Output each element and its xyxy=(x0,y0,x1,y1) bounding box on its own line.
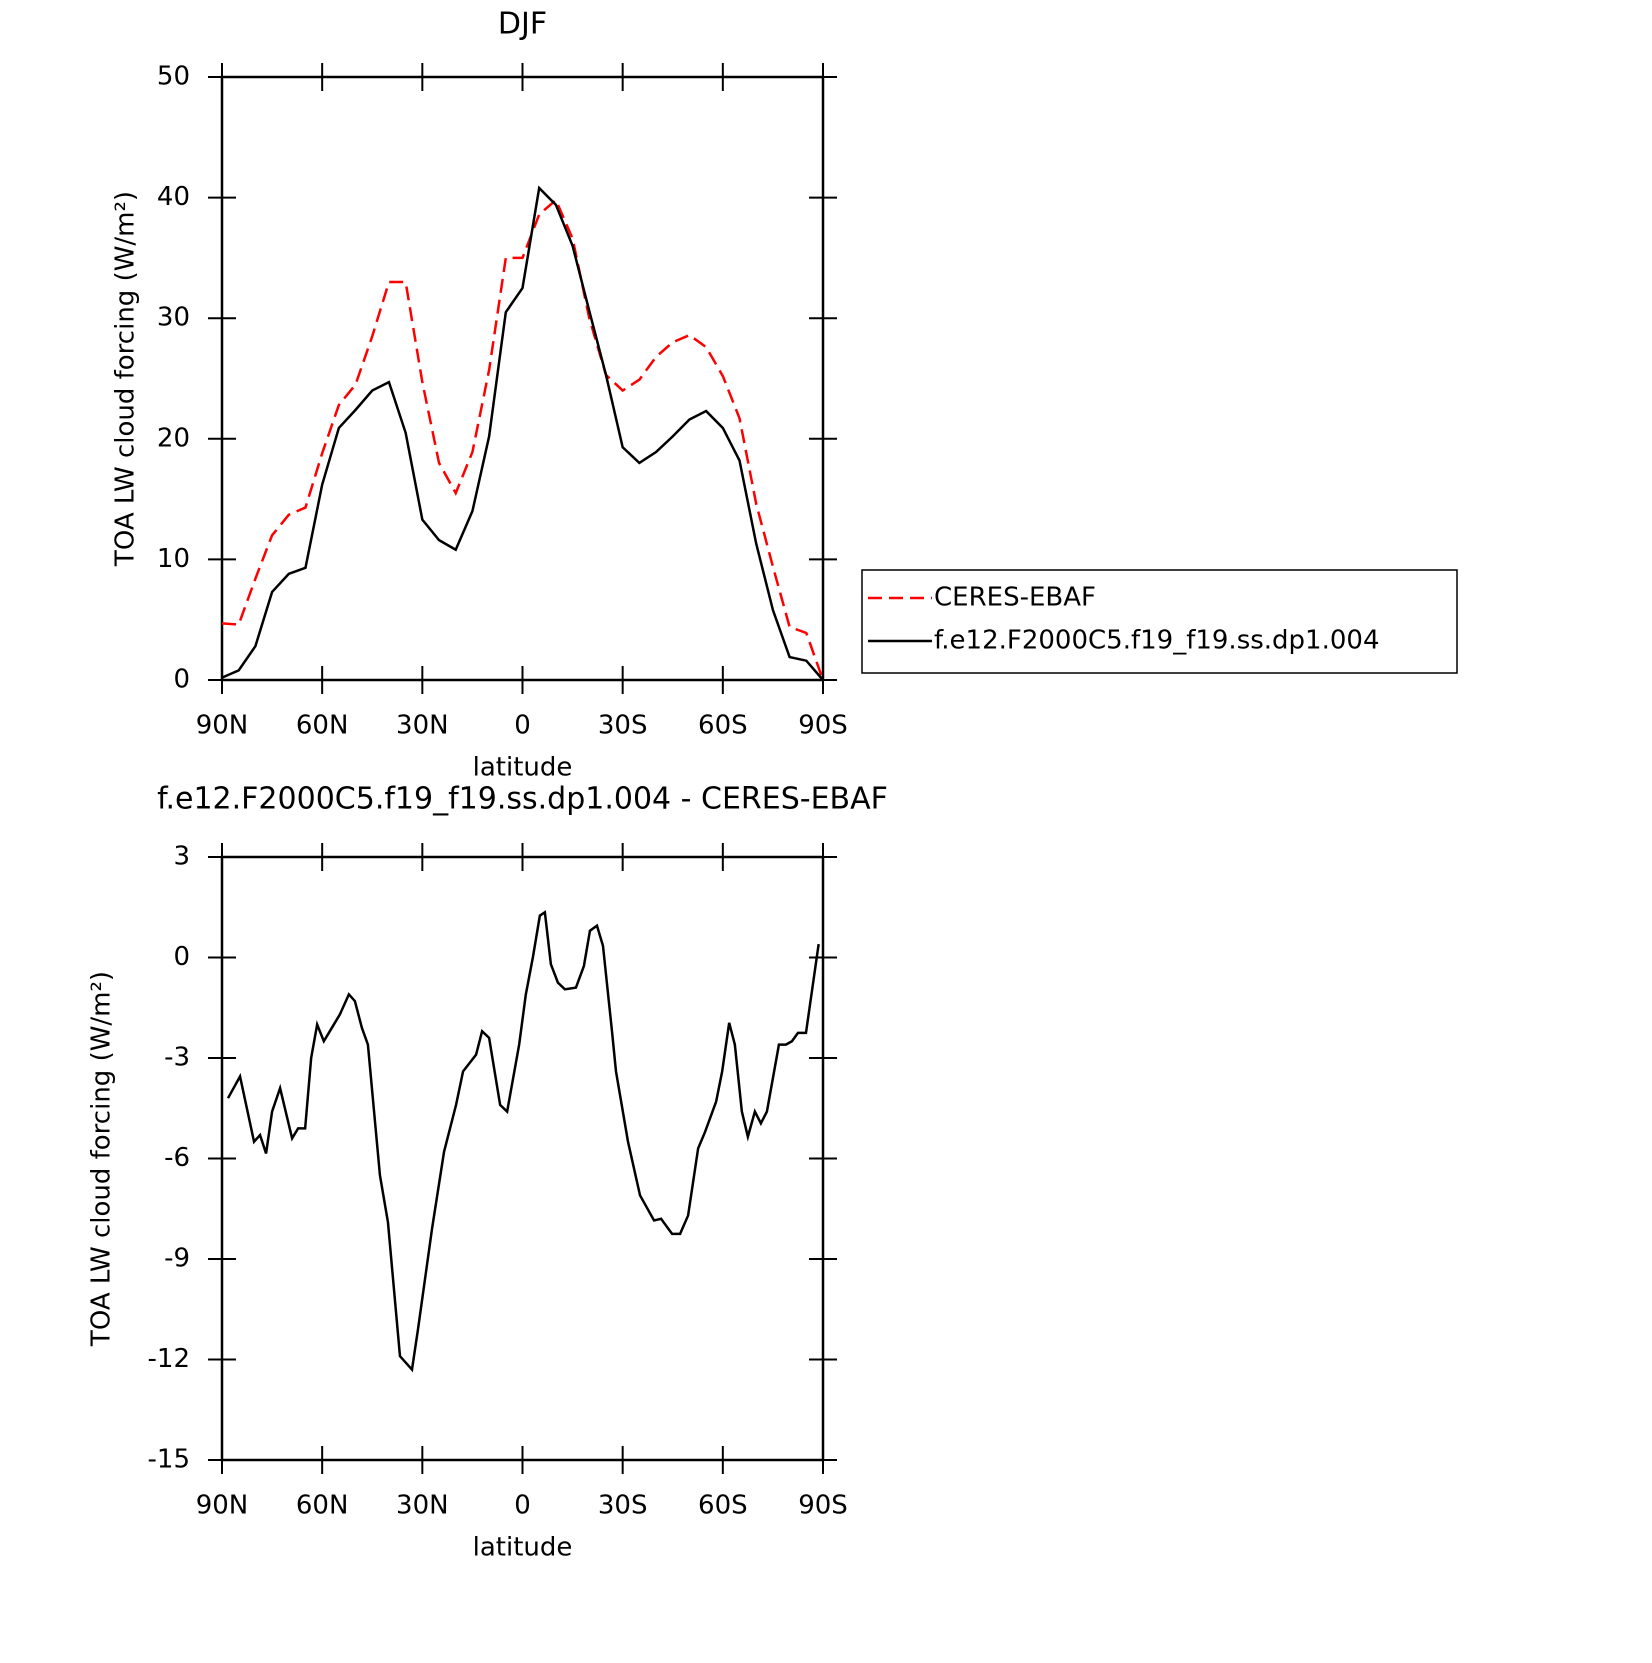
y-tick-label: -12 xyxy=(148,1344,190,1374)
series-line xyxy=(221,185,824,681)
x-tick-label: 30S xyxy=(598,711,648,741)
x-tick-label: 30N xyxy=(396,1491,449,1521)
x-tick-label: 30N xyxy=(396,711,449,741)
x-tick-label: 0 xyxy=(514,1491,531,1521)
x-tick-label: 90N xyxy=(196,711,249,741)
x-tick-label: 60N xyxy=(296,711,349,741)
x-tick-label: 60N xyxy=(296,1491,349,1521)
y-tick-label: 3 xyxy=(173,842,190,872)
legend-label: CERES-EBAF xyxy=(934,583,1096,613)
x-tick-label: 90N xyxy=(196,1491,249,1521)
x-tick-label: 90S xyxy=(798,711,848,741)
x-tick-label: 90S xyxy=(798,1491,848,1521)
y-tick-label: -6 xyxy=(164,1143,190,1173)
x-tick-label: 60S xyxy=(698,711,748,741)
x-tick-label: 60S xyxy=(698,1491,748,1521)
y-tick-label: 40 xyxy=(157,182,190,212)
y-tick-label: 30 xyxy=(157,303,190,333)
y-tick-label: 50 xyxy=(157,62,190,92)
x-tick-label: 0 xyxy=(514,711,531,741)
plot-frame xyxy=(220,855,825,1462)
y-tick-label: 20 xyxy=(157,423,190,453)
series-line xyxy=(226,910,820,1373)
chart-title: f.e12.F2000C5.f19_f19.ss.dp1.004 - CERES… xyxy=(157,782,888,817)
y-tick-label: 0 xyxy=(173,665,190,695)
y-tick-label: 10 xyxy=(157,544,190,574)
y-axis-label: TOA LW cloud forcing (W/m²) xyxy=(87,971,117,1347)
y-tick-label: 0 xyxy=(173,942,190,972)
x-axis-label: latitude xyxy=(473,1533,573,1563)
x-tick-label: 30S xyxy=(598,1491,648,1521)
x-axis-label: latitude xyxy=(473,753,573,783)
y-tick-label: -15 xyxy=(148,1445,190,1475)
plot-frame xyxy=(220,75,825,682)
chart-title: DJF xyxy=(498,7,547,42)
y-tick-label: -3 xyxy=(164,1043,190,1073)
y-tick-label: -9 xyxy=(164,1244,190,1274)
legend-label: f.e12.F2000C5.f19_f19.ss.dp1.004 xyxy=(934,626,1380,656)
series-line xyxy=(221,197,825,681)
y-axis-label: TOA LW cloud forcing (W/m²) xyxy=(111,191,141,567)
legend-box xyxy=(861,569,1458,674)
